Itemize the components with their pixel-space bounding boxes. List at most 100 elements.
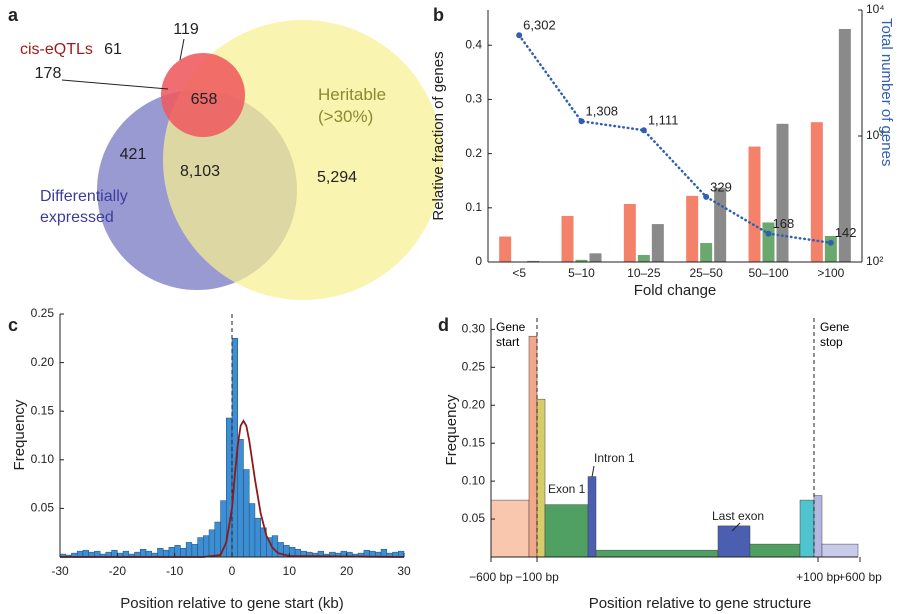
bar	[544, 504, 589, 558]
histogram-bar	[237, 439, 244, 558]
bar	[748, 146, 761, 262]
histogram-bar	[203, 535, 210, 558]
histogram-bar	[254, 517, 261, 558]
y-axis-label: Frequency	[11, 399, 28, 470]
bar	[686, 195, 699, 262]
bar	[637, 254, 650, 262]
y-tick-label: 0.10	[462, 473, 486, 487]
x-tick-label: +100 bp	[796, 570, 840, 584]
y-tick-label: 0.15	[462, 435, 486, 449]
bar	[589, 253, 602, 262]
bar	[749, 543, 801, 558]
y-tick-label: 0.3	[465, 92, 482, 106]
x-axis-label: Position relative to gene start (kb)	[120, 595, 343, 612]
histogram-bar	[168, 547, 175, 558]
region-value: 421	[120, 146, 147, 163]
trend-point	[516, 32, 523, 39]
region-value: 8,103	[180, 163, 220, 180]
set-label-box: Differentially expressed	[40, 188, 128, 226]
x-tick-label: 20	[340, 564, 354, 578]
histogram-bar	[157, 548, 164, 558]
bar	[527, 260, 540, 262]
bar	[575, 259, 588, 262]
annotation-box: Gene start	[496, 320, 526, 349]
trend-point	[827, 239, 834, 246]
trend-point	[703, 193, 710, 200]
annotation: Gene start	[496, 320, 526, 349]
data-label: 1,308	[586, 104, 619, 119]
x-tick-label: <5	[512, 266, 526, 280]
bar	[561, 215, 574, 262]
bar	[776, 123, 789, 262]
region-value: 658	[191, 91, 218, 108]
y-tick-label: 0.20	[31, 355, 55, 369]
leader-line	[61, 79, 169, 90]
bar	[587, 476, 597, 558]
bar	[623, 204, 636, 262]
data-label: 168	[773, 216, 795, 231]
x-tick-label: 10	[283, 564, 297, 578]
histogram-bar	[140, 548, 147, 558]
histogram-bar	[380, 548, 388, 558]
y2-tick-label: 10²	[866, 254, 883, 268]
bar	[595, 549, 719, 558]
histogram-bar	[82, 549, 89, 558]
bar	[714, 187, 727, 262]
x-tick-label: 50–100	[748, 266, 788, 280]
x-tick-label: −600 bp	[469, 570, 513, 584]
x-tick-label: +600 bp	[838, 570, 882, 584]
histogram-bar	[243, 469, 250, 558]
panel-label: a	[8, 5, 19, 25]
annotation: Last exon	[712, 509, 764, 523]
histogram-bar	[162, 549, 170, 558]
panel-label: c	[8, 315, 18, 335]
y-tick-label: 0.30	[462, 322, 486, 336]
histogram-bar	[214, 521, 221, 558]
bar	[651, 224, 664, 262]
region-value: 178	[35, 65, 62, 82]
bar	[536, 398, 546, 558]
y-axis-label: Frequency	[443, 394, 460, 465]
trend-point	[640, 127, 647, 134]
x-tick-label: 25–50	[689, 266, 723, 280]
set-label: Differentially expressed	[40, 188, 128, 226]
bar	[813, 495, 823, 558]
panel-label: b	[433, 5, 444, 25]
y-tick-label: 0.25	[31, 306, 55, 320]
y-tick-label: 0.20	[462, 397, 486, 411]
y-tick-label: 0.1	[465, 200, 482, 214]
y-tick-label: 0.2	[465, 146, 482, 160]
data-label: 329	[710, 179, 732, 194]
set-label: cis-eQTLs	[20, 41, 93, 58]
histogram-bar	[180, 548, 187, 558]
y2-tick-label: 10⁴	[866, 2, 885, 16]
histogram-bar	[248, 503, 256, 558]
histogram-bar	[111, 549, 118, 558]
histogram-bar	[185, 542, 193, 558]
histogram-bar	[208, 529, 216, 558]
y-axis-label: Relative fraction of genes	[430, 51, 447, 220]
trend-line	[517, 34, 833, 245]
region-value: 119	[173, 21, 199, 38]
y-tick-label: 0.05	[462, 511, 486, 525]
bar	[490, 499, 530, 558]
region-value: 5,294	[317, 169, 357, 186]
annotation: Exon 1	[548, 482, 586, 496]
region-value: 61	[104, 41, 122, 58]
bar	[838, 28, 851, 262]
x-tick-label: −100 bp	[515, 570, 559, 584]
y2-axis-label: Total number of genes	[878, 18, 895, 166]
histogram-bar	[174, 545, 181, 558]
y2-tick-label: 10³	[866, 128, 883, 142]
x-tick-label: >100	[817, 266, 844, 280]
x-tick-label: -20	[109, 564, 127, 578]
data-label: 142	[835, 225, 857, 240]
set-label: Heritable (>30%)	[318, 85, 387, 126]
annotation: Intron 1	[594, 451, 635, 465]
x-axis-label: Position relative to gene structure	[589, 595, 812, 612]
histogram-bar	[271, 535, 279, 558]
leader-line	[731, 522, 741, 532]
x-tick-label: 30	[397, 564, 411, 578]
bar	[717, 525, 751, 558]
x-tick-label: 0	[229, 564, 236, 578]
